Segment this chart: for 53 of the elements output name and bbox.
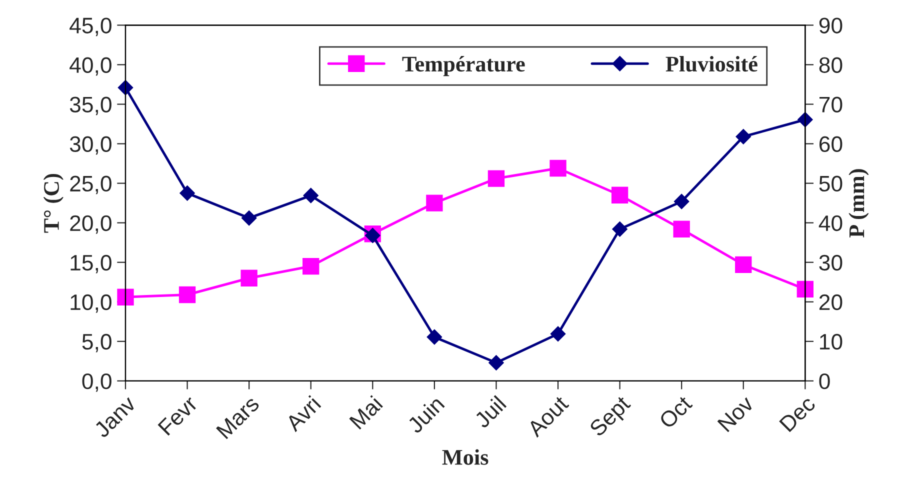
point <box>242 210 257 226</box>
y2-tick-label: 60 <box>819 136 842 152</box>
y-axis-title: T° (C) <box>43 174 64 233</box>
y2-tick-label: 90 <box>819 18 842 34</box>
x-tick-label: Nov <box>717 394 755 432</box>
point <box>674 194 690 210</box>
point <box>798 112 813 128</box>
point <box>550 326 566 342</box>
x-axis-title: Mois <box>442 449 488 465</box>
y-tick-label: 40,0 <box>70 57 112 76</box>
legend-label: Pluviosité <box>666 56 758 72</box>
y2-tick-label: 0 <box>819 373 830 390</box>
y2-tick-label: 30 <box>819 254 842 271</box>
point <box>611 186 628 204</box>
y2-tick-label: 80 <box>819 57 842 73</box>
x-tick-label: Mai <box>348 395 384 430</box>
y2-tick-label: 70 <box>819 96 842 112</box>
point <box>240 270 258 286</box>
point <box>426 329 442 345</box>
y2-tick-label: 50 <box>819 176 842 192</box>
y-tick-label: 5,0 <box>82 334 112 352</box>
point <box>673 220 690 238</box>
y-tick-label: 0,0 <box>82 373 112 392</box>
point <box>488 355 504 370</box>
y2-tick-label: 20 <box>819 294 842 310</box>
point <box>302 258 320 275</box>
point <box>488 170 505 187</box>
y-tick-label: 15,0 <box>70 254 112 274</box>
x-tick-label: Juin <box>406 395 445 434</box>
x-tick-label: Avri <box>284 395 322 432</box>
point <box>550 160 566 177</box>
point <box>736 129 751 144</box>
point <box>178 286 196 304</box>
point <box>180 186 195 201</box>
point <box>303 188 318 204</box>
y2-axis-title: P (mm) <box>848 169 869 238</box>
y-tick-label: 10,0 <box>70 294 112 313</box>
x-tick-label: Juil <box>472 395 507 429</box>
y-tick-label: 20,0 <box>70 215 112 234</box>
point <box>796 280 814 298</box>
y2-tick-label: 40 <box>818 215 842 232</box>
x-tick-label: Dec <box>779 395 816 432</box>
point <box>735 256 752 274</box>
x-tick-label: Oct <box>658 394 694 430</box>
y-tick-label: 30,0 <box>70 136 112 155</box>
y-tick-label: 45,0 <box>70 18 112 36</box>
y2-tick-label: 10 <box>820 334 842 350</box>
point <box>117 288 134 306</box>
point <box>612 222 628 237</box>
y-tick-label: 25,0 <box>70 176 112 194</box>
legend-label: Température <box>402 56 525 76</box>
point <box>426 194 443 212</box>
y-tick-label: 35,0 <box>70 96 112 116</box>
